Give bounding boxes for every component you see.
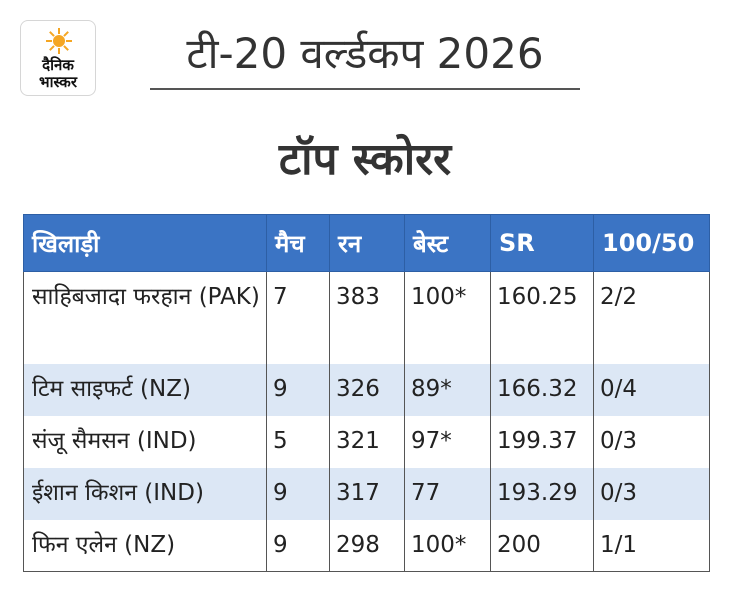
cell-best: 89*	[404, 363, 491, 416]
table-row: साहिबजादा फरहान (PAK) 7 383 100* 160.25 …	[23, 271, 710, 364]
cell-strike-rate: 199.37	[490, 415, 594, 468]
cell-matches: 9	[266, 467, 330, 520]
cell-matches: 5	[266, 415, 330, 468]
cell-strike-rate: 193.29	[490, 467, 594, 520]
logo-text-line1: दैनिक	[42, 56, 74, 74]
title-divider	[150, 88, 580, 90]
cell-player: साहिबजादा फरहान (PAK)	[23, 271, 267, 364]
column-header-hundreds-fifties: 100/50	[593, 214, 710, 272]
cell-strike-rate: 160.25	[490, 271, 594, 364]
cell-hundreds-fifties: 0/3	[593, 415, 710, 468]
cell-matches: 7	[266, 271, 330, 364]
page-subtitle: टॉप स्कोरर	[278, 134, 452, 185]
table-header-row: खिलाड़ी मैच रन बेस्ट SR 100/50	[23, 214, 710, 272]
cell-hundreds-fifties: 0/3	[593, 467, 710, 520]
cell-hundreds-fifties: 2/2	[593, 271, 710, 364]
cell-runs: 298	[329, 519, 405, 572]
cell-best: 97*	[404, 415, 491, 468]
table-row: फिन एलेन (NZ) 9 298 100* 200 1/1	[23, 519, 710, 572]
cell-player: संजू सैमसन (IND)	[23, 415, 267, 468]
page-title: टी-20 वर्ल्डकप 2026	[186, 29, 544, 78]
cell-player: ईशान किशन (IND)	[23, 467, 267, 520]
cell-matches: 9	[266, 519, 330, 572]
column-header-best: बेस्ट	[404, 214, 491, 272]
cell-strike-rate: 200	[490, 519, 594, 572]
column-header-matches: मैच	[266, 214, 330, 272]
table-row: टिम साइफर्ट (NZ) 9 326 89* 166.32 0/4	[23, 363, 710, 416]
cell-player: टिम साइफर्ट (NZ)	[23, 363, 267, 416]
cell-runs: 317	[329, 467, 405, 520]
top-scorers-table: खिलाड़ी मैच रन बेस्ट SR 100/50 साहिबजादा…	[23, 214, 710, 572]
cell-hundreds-fifties: 0/4	[593, 363, 710, 416]
column-header-player: खिलाड़ी	[23, 214, 267, 272]
cell-best: 77	[404, 467, 491, 520]
cell-runs: 383	[329, 271, 405, 364]
cell-strike-rate: 166.32	[490, 363, 594, 416]
table-row: ईशान किशन (IND) 9 317 77 193.29 0/3	[23, 467, 710, 520]
sun-logo-icon	[46, 28, 72, 54]
cell-hundreds-fifties: 1/1	[593, 519, 710, 572]
cell-runs: 321	[329, 415, 405, 468]
dainik-bhaskar-logo: दैनिक भास्कर	[20, 20, 96, 96]
logo-text-line2: भास्कर	[39, 73, 77, 91]
column-header-strike-rate: SR	[490, 214, 594, 272]
cell-matches: 9	[266, 363, 330, 416]
cell-best: 100*	[404, 271, 491, 364]
column-header-runs: रन	[329, 214, 405, 272]
cell-player: फिन एलेन (NZ)	[23, 519, 267, 572]
cell-runs: 326	[329, 363, 405, 416]
table-row: संजू सैमसन (IND) 5 321 97* 199.37 0/3	[23, 415, 710, 468]
cell-best: 100*	[404, 519, 491, 572]
